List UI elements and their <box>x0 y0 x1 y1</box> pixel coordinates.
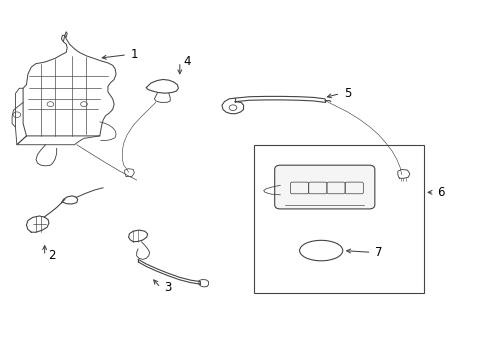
Bar <box>254 145 424 293</box>
Text: 5: 5 <box>343 87 350 100</box>
Text: 3: 3 <box>164 281 171 294</box>
Text: 4: 4 <box>183 55 190 68</box>
Text: 7: 7 <box>374 246 382 259</box>
Text: 6: 6 <box>436 186 444 199</box>
FancyBboxPatch shape <box>274 165 374 209</box>
Text: 1: 1 <box>130 48 138 61</box>
Text: 2: 2 <box>48 249 56 262</box>
